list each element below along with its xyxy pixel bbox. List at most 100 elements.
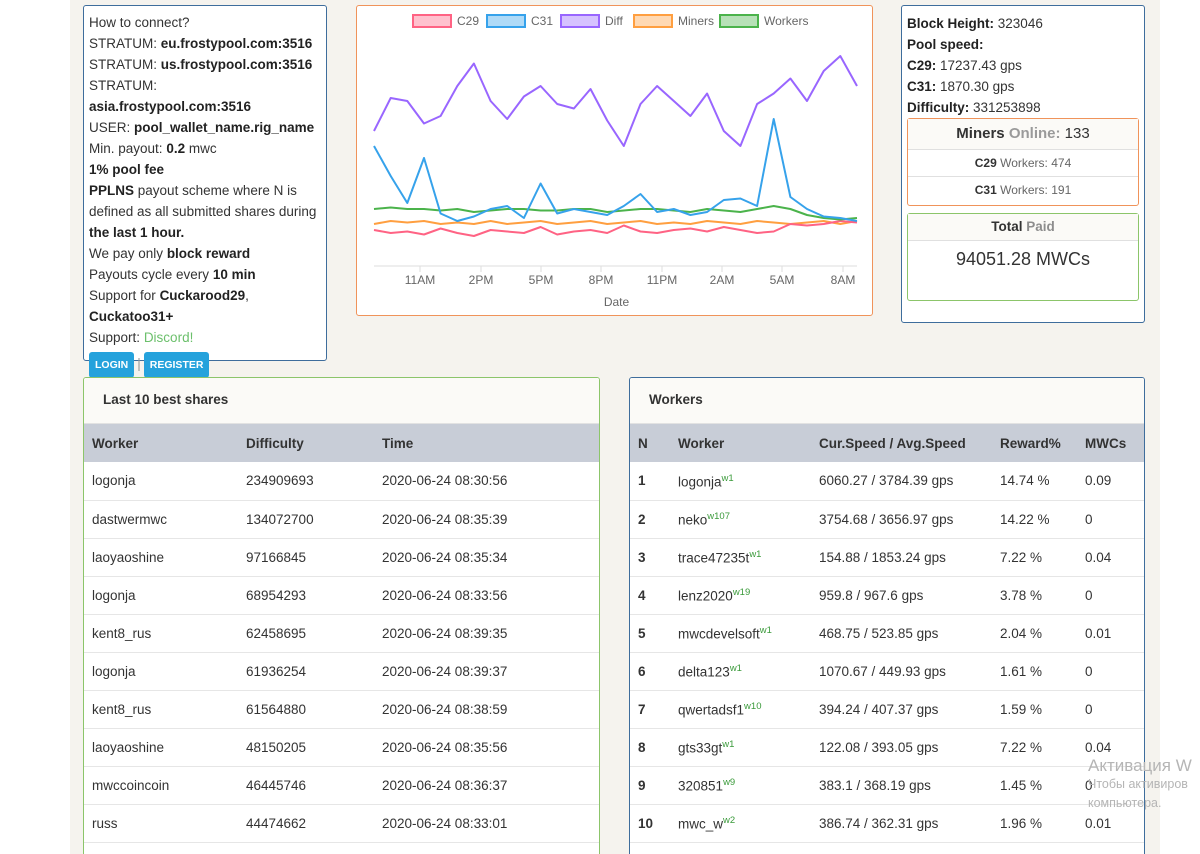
activation-watermark: Активация W Чтобы активиров компьютера. [1088,756,1192,810]
worker-name-cell: delta123w1 [670,652,811,691]
legend-label-c29: C29 [457,14,479,28]
workers-title: Workers [630,378,1144,424]
worker-reward: 1.96 % [992,804,1077,843]
worker-name-cell: lenz2020w19 [670,576,811,615]
share-worker: kent8_rus [84,614,238,653]
worker-speed: 6060.27 / 3784.39 gps [811,462,992,501]
worker-name-cell: qwertadsf1w10 [670,690,811,729]
worker-name: lenz2020 [678,588,733,604]
difficulty: Difficulty: 331253898 [907,100,1041,115]
share-difficulty: 61936254 [238,652,374,691]
legend-swatch-c29 [412,14,452,28]
table-row: logonja 68954293 2020-06-24 08:33:56 [84,576,599,615]
legend-swatch-diff [560,14,600,28]
table-row: 9 320851w9 383.1 / 368.19 gps 1.45 % 0 [630,766,1144,805]
worker-name: mwc_w [678,816,724,832]
worker-reward: 7.22 % [992,538,1077,577]
legend-label-workers: Workers [764,14,808,28]
worker-name-cell: 320851w9 [670,766,811,805]
total-paid-heading: Total Paid [908,214,1138,241]
workers-table: N Worker Cur.Speed / Avg.Speed Reward% M… [630,424,1144,843]
column-header-difficulty: Difficulty [246,435,304,451]
min-payout: Min. payout: 0.2 mwc [89,141,217,156]
worker-name: qwertadsf1 [678,702,745,718]
table-row: 1 logonjaw1 6060.27 / 3784.39 gps 14.74 % 0.… [630,462,1144,501]
table-row: mwccoincoin 46445746 2020-06-24 08:36:37 [84,766,599,805]
workers-panel: Workers N Worker Cur.Speed / Avg.Speed R… [629,377,1145,854]
table-header-row: Worker Difficulty Time [84,424,599,462]
share-time: 2020-06-24 08:39:35 [374,614,599,653]
worker-rank: 7 [630,690,670,729]
worker-reward: 1.61 % [992,652,1077,691]
login-button[interactable]: LOGIN [89,352,135,378]
share-time: 2020-06-24 08:30:56 [374,462,599,501]
x-tick-label: 5AM [770,273,795,287]
how-to-connect-heading: How to connect? [89,15,190,30]
x-tick-label: 11PM [647,273,677,287]
worker-name: gts33gt [678,740,723,756]
worker-speed: 959.8 / 967.6 gps [811,576,992,615]
share-worker: kent8_rus [84,690,238,729]
worker-name: delta123 [678,664,730,680]
pplns-description: PPLNS payout scheme where N is defined a… [89,183,317,240]
share-time: 2020-06-24 08:36:37 [374,766,599,805]
column-header-speed: Cur.Speed / Avg.Speed [819,435,966,451]
worker-rank: 8 [630,728,670,767]
share-time: 2020-06-24 08:35:56 [374,728,599,767]
worker-name-cell: mwc_ww2 [670,804,811,843]
table-row: laoyaoshine 48150205 2020-06-24 08:35:56 [84,728,599,767]
worker-reward: 7.22 % [992,728,1077,767]
share-time: 2020-06-24 08:39:37 [374,652,599,691]
worker-count: w107 [707,510,730,522]
pool-speed-heading: Pool speed: [907,37,984,52]
connection-info-panel: How to connect? STRATUM: eu.frostypool.c… [83,5,327,378]
worker-mwcs: 0.09 [1077,462,1144,501]
worker-count: w9 [723,776,736,788]
column-header-worker: Worker [678,435,725,451]
share-worker: logonja [84,652,238,691]
worker-name-cell: nekow107 [670,500,811,539]
algo-support: Support for Cuckarood29, Cuckatoo31+ [89,288,249,324]
best-shares-panel: Last 10 best shares Worker Difficulty Ti… [83,377,600,854]
worker-speed: 383.1 / 368.19 gps [811,766,992,805]
legend-swatch-workers [719,14,759,28]
payout-cycle: Payouts cycle every 10 min [89,267,256,282]
column-header-time: Time [382,435,414,451]
table-row: 8 gts33gtw1 122.08 / 393.05 gps 7.22 % 0.04 [630,728,1144,767]
x-tick-label: 8AM [831,273,856,287]
stratum-us: STRATUM: us.frostypool.com:3516 [89,57,313,72]
legend-label-miners: Miners [678,14,714,28]
c31-workers: C31 Workers: 191 [974,183,1072,197]
worker-name-cell: logonjaw1 [670,462,811,501]
table-row: 10 mwc_ww2 386.74 / 362.31 gps 1.96 % 0.01 [630,804,1144,843]
auth-buttons: LOGIN | REGISTER [89,348,321,378]
share-time: 2020-06-24 08:33:56 [374,576,599,615]
legend-swatch-miners [633,14,673,28]
pool-chart-panel: C29 C31 Diff Miners Workers 11AM 2PM 5PM 8PM 11PM… [356,5,873,316]
share-worker: laoyaoshine [84,728,238,767]
register-button[interactable]: REGISTER [143,352,210,378]
share-worker: russ [84,804,238,843]
table-row: russ 44474662 2020-06-24 08:33:01 [84,804,599,843]
share-time: 2020-06-24 08:35:34 [374,538,599,577]
table-row: laoyaoshine 97166845 2020-06-24 08:35:34 [84,538,599,577]
share-worker: mwccoincoin [84,766,238,805]
worker-speed: 386.74 / 362.31 gps [811,804,992,843]
x-tick-label: 8PM [589,273,614,287]
pool-stats-panel: Block Height: 323046 Pool speed: C29: 17… [901,5,1145,323]
worker-count: w1 [721,472,734,484]
table-row: logonja 61936254 2020-06-24 08:39:37 [84,652,599,691]
miners-online-box: Miners Online: 133 C29 Workers: 474 C31 … [907,118,1139,206]
discord-link[interactable]: Discord! [143,330,194,345]
share-difficulty: 61564880 [238,690,374,729]
table-row: dastwermwc 134072700 2020-06-24 08:35:39 [84,500,599,539]
share-difficulty: 44474662 [238,804,374,843]
share-difficulty: 62458695 [238,614,374,653]
worker-name-cell: gts33gtw1 [670,728,811,767]
worker-rank: 4 [630,576,670,615]
worker-reward: 3.78 % [992,576,1077,615]
worker-rank: 3 [630,538,670,577]
worker-name: 320851 [678,778,724,794]
share-worker: logonja [84,462,238,501]
worker-rank: 10 [630,804,670,843]
